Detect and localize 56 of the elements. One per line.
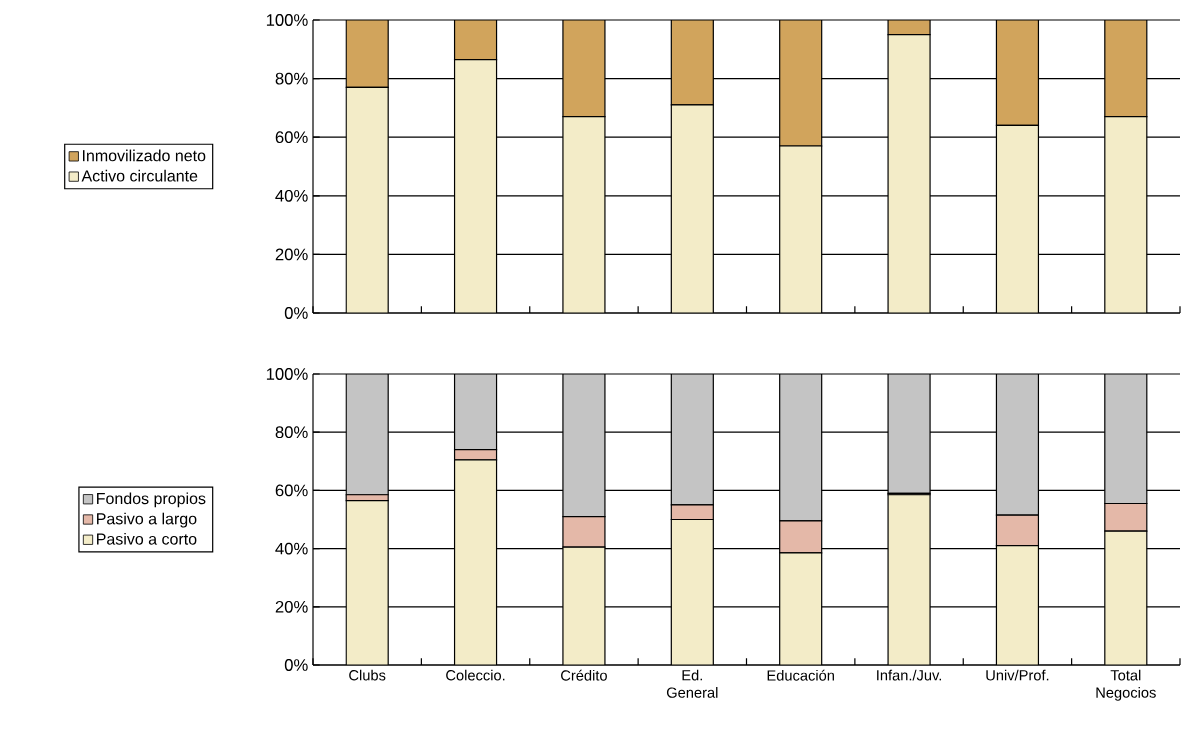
- bar: [345, 20, 389, 88]
- bar: [453, 58, 498, 313]
- y-tick-label: 0%: [284, 659, 308, 671]
- bar: [453, 459, 498, 665]
- x-tick-label: Clubs: [349, 669, 386, 681]
- bar: [887, 34, 931, 313]
- bar: [887, 494, 931, 665]
- bar: [995, 373, 1040, 516]
- y-tick-label: 100%: [266, 368, 308, 380]
- y-tick-label: 20%: [275, 248, 308, 261]
- bar: [670, 373, 714, 506]
- bar: [779, 552, 823, 665]
- bar: [562, 546, 606, 665]
- bar: [887, 373, 931, 494]
- bar: [453, 373, 498, 451]
- legend-label: Inmovilizado neto: [82, 149, 206, 162]
- bar: [562, 20, 606, 118]
- y-tick-label: 0%: [284, 307, 308, 319]
- bar: [1104, 373, 1148, 505]
- x-tick-label: Crédito: [561, 669, 607, 681]
- bar: [670, 20, 714, 106]
- legend-label: Activo circulante: [81, 169, 198, 182]
- y-tick-label: 60%: [275, 131, 308, 144]
- bar: [779, 145, 823, 313]
- y-tick-label: 20%: [275, 600, 308, 613]
- bar: [345, 373, 389, 496]
- x-tick-label: Infan./Juv.: [877, 669, 942, 681]
- y-tick-label: 100%: [266, 14, 308, 26]
- x-tick-label: Coleccio.: [446, 669, 505, 681]
- x-tick-label: Ed. General: [666, 669, 718, 698]
- y-tick-label: 60%: [275, 484, 308, 497]
- bar: [779, 373, 823, 522]
- legend-label: Pasivo a largo: [97, 512, 197, 528]
- legend-label: Pasivo a corto: [97, 532, 197, 545]
- y-tick-label: 80%: [275, 426, 308, 439]
- bar: [562, 116, 606, 313]
- bar: [1104, 530, 1148, 665]
- bar: [562, 373, 606, 518]
- y-tick-label: 40%: [275, 189, 308, 202]
- bar: [995, 545, 1040, 665]
- bar: [995, 20, 1040, 127]
- legend-label: Fondos propios: [97, 492, 206, 508]
- bar: [670, 104, 714, 313]
- bar: [345, 86, 389, 313]
- bar: [1104, 116, 1148, 313]
- y-tick-label: 80%: [275, 72, 308, 85]
- x-tick-label: Educación: [767, 669, 834, 681]
- x-tick-label: Total Negocios: [1096, 669, 1156, 701]
- bar: [995, 124, 1040, 313]
- bar: [779, 20, 823, 147]
- bar: [670, 518, 714, 665]
- y-tick-label: 40%: [275, 542, 308, 555]
- bar: [1104, 20, 1148, 118]
- bar: [345, 499, 389, 665]
- x-tick-label: Univ/Prof.: [986, 669, 1049, 681]
- bar: [453, 20, 498, 61]
